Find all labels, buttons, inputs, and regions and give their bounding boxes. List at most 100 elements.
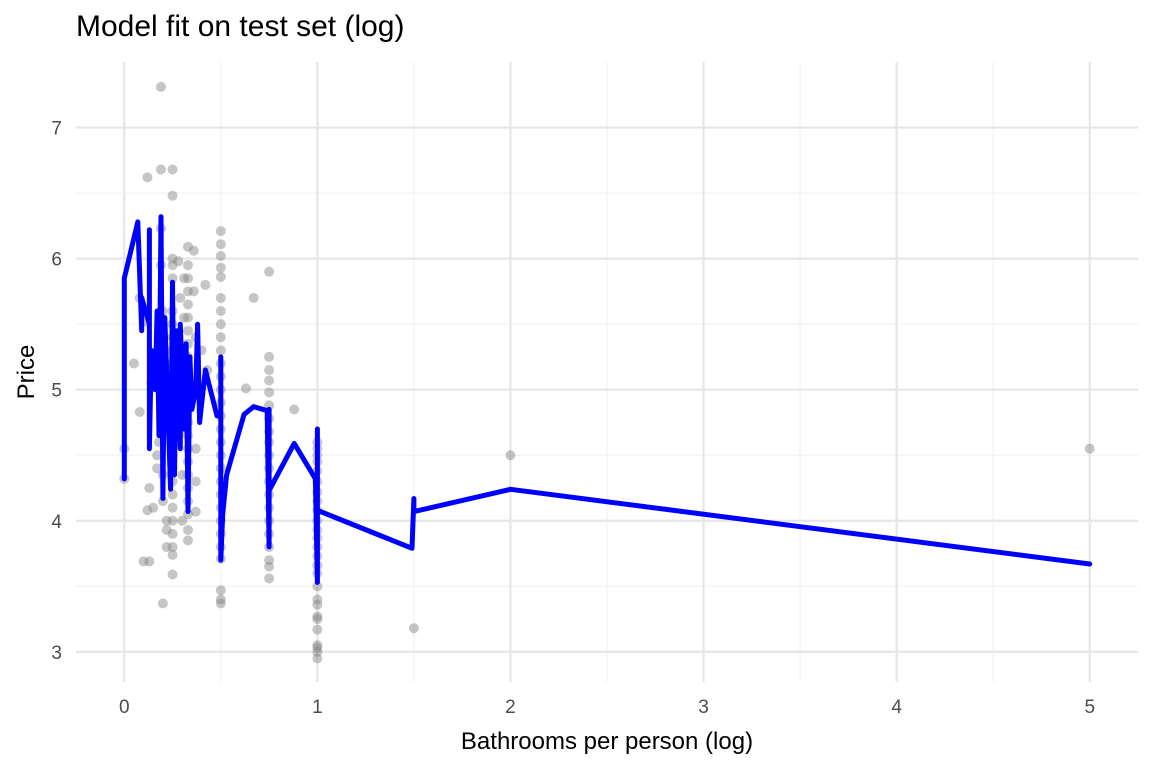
data-point (134, 406, 145, 417)
data-point (173, 256, 184, 267)
data-point (142, 172, 153, 183)
data-point (182, 524, 193, 535)
data-point (188, 286, 199, 297)
data-point (289, 404, 300, 415)
fit-line-layer (121, 214, 1093, 585)
data-point (264, 561, 275, 572)
chart-title: Model fit on test set (log) (76, 10, 405, 43)
data-point (179, 312, 190, 323)
data-point (505, 450, 516, 461)
data-point (215, 250, 226, 261)
data-point (167, 528, 178, 539)
data-point (155, 164, 166, 175)
data-point (182, 325, 193, 336)
data-point (167, 273, 178, 284)
data-point (179, 273, 190, 284)
data-point (161, 524, 172, 535)
data-point (148, 502, 159, 513)
data-point (182, 312, 193, 323)
data-point (167, 569, 178, 580)
data-point (312, 581, 323, 592)
data-point (152, 463, 163, 474)
data-point (312, 594, 323, 605)
data-point (161, 541, 172, 552)
data-point (177, 515, 188, 526)
data-point (157, 598, 168, 609)
data-point (264, 555, 275, 566)
y-tick-label: 3 (51, 643, 62, 664)
data-point (152, 450, 163, 461)
data-point (264, 387, 275, 398)
data-point (312, 640, 323, 651)
data-point (248, 292, 259, 303)
data-point (175, 292, 186, 303)
data-point (264, 573, 275, 584)
data-point (215, 306, 226, 317)
data-point (190, 476, 201, 487)
x-tick-label: 2 (505, 697, 516, 718)
data-point (240, 383, 251, 394)
data-point (144, 483, 155, 494)
data-point (167, 253, 178, 264)
fit-line (121, 214, 1093, 585)
y-tick-label: 6 (51, 250, 62, 271)
data-point (312, 624, 323, 635)
data-point (312, 642, 323, 653)
data-point (188, 245, 199, 256)
data-point (264, 375, 275, 386)
x-tick-label: 5 (1084, 697, 1095, 718)
x-tick-labels: 0 1 2 3 4 5 (119, 697, 1095, 718)
data-point (155, 81, 166, 92)
data-point (215, 271, 226, 282)
data-point (215, 598, 226, 609)
data-point (182, 299, 193, 310)
data-point (128, 358, 139, 369)
data-point (200, 279, 211, 290)
data-point (215, 319, 226, 330)
data-point (215, 345, 226, 356)
data-point (264, 365, 275, 376)
y-tick-label: 4 (51, 512, 62, 533)
data-point (167, 541, 178, 552)
data-point (138, 556, 149, 567)
x-axis-label: Bathrooms per person (log) (461, 728, 753, 755)
data-point (264, 351, 275, 362)
data-point (312, 599, 323, 610)
data-point (215, 239, 226, 250)
y-tick-label: 5 (51, 381, 62, 402)
x-tick-label: 0 (119, 697, 130, 718)
data-point (167, 515, 178, 526)
data-point (215, 292, 226, 303)
x-tick-label: 3 (698, 697, 709, 718)
data-point (215, 262, 226, 273)
data-point (190, 506, 201, 517)
data-point (144, 556, 155, 567)
data-point (182, 241, 193, 252)
data-point (312, 653, 323, 664)
y-tick-label: 7 (51, 119, 62, 140)
data-point (408, 623, 419, 634)
data-point (182, 260, 193, 271)
x-tick-label: 1 (312, 697, 323, 718)
x-tick-label: 4 (891, 697, 902, 718)
data-point (167, 502, 178, 513)
data-point (215, 585, 226, 596)
data-point (167, 190, 178, 201)
data-point (264, 266, 275, 277)
data-point (190, 443, 201, 454)
data-point (167, 164, 178, 175)
data-point (177, 469, 188, 480)
data-point (182, 273, 193, 284)
data-point (312, 646, 323, 657)
data-point (161, 515, 172, 526)
data-point (215, 332, 226, 343)
data-point (142, 505, 153, 516)
data-point (312, 614, 323, 625)
data-point (167, 549, 178, 560)
data-point (215, 594, 226, 605)
gridlines (76, 62, 1138, 682)
data-point (1084, 443, 1095, 454)
data-point (167, 489, 178, 500)
y-axis-label: Price (13, 345, 40, 400)
